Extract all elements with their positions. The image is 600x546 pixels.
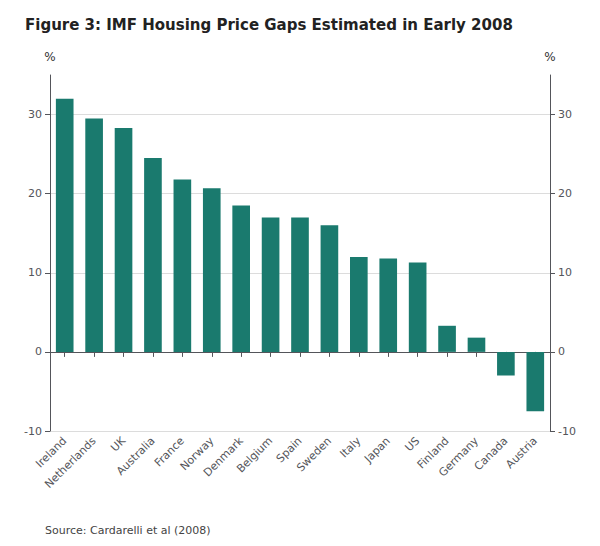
- svg-text:20: 20: [558, 187, 572, 200]
- svg-text:30: 30: [558, 108, 572, 121]
- svg-text:%: %: [44, 50, 55, 64]
- svg-text:Italy: Italy: [337, 434, 363, 460]
- svg-text:Japan: Japan: [361, 434, 393, 466]
- svg-text:Sweden: Sweden: [294, 434, 334, 474]
- svg-text:UK: UK: [108, 434, 129, 455]
- svg-text:Netherlands: Netherlands: [42, 434, 99, 491]
- svg-text:Source: Cardarelli et al (2008: Source: Cardarelli et al (2008): [45, 524, 211, 537]
- svg-text:10: 10: [558, 266, 572, 279]
- svg-text:0: 0: [558, 345, 565, 358]
- svg-text:-10: -10: [558, 425, 576, 438]
- svg-text:US: US: [402, 434, 422, 454]
- svg-text:Figure 3: IMF Housing Price Ga: Figure 3: IMF Housing Price Gaps Estimat…: [25, 16, 513, 34]
- svg-text:Norway: Norway: [177, 434, 217, 474]
- svg-text:Belgium: Belgium: [234, 434, 275, 475]
- svg-text:Germany: Germany: [436, 434, 481, 479]
- svg-text:France: France: [151, 434, 187, 470]
- svg-text:Ireland: Ireland: [33, 434, 70, 471]
- svg-text:Denmark: Denmark: [200, 434, 246, 480]
- svg-text:Finland: Finland: [414, 434, 452, 472]
- svg-text:Canada: Canada: [472, 434, 511, 473]
- svg-text:20: 20: [28, 187, 42, 200]
- svg-text:30: 30: [28, 108, 42, 121]
- svg-text:%: %: [544, 50, 555, 64]
- svg-text:Spain: Spain: [273, 434, 305, 466]
- svg-text:Australia: Australia: [114, 434, 158, 478]
- svg-text:10: 10: [28, 266, 42, 279]
- svg-text:-10: -10: [24, 425, 42, 438]
- svg-text:Austria: Austria: [503, 434, 540, 471]
- svg-text:0: 0: [35, 345, 42, 358]
